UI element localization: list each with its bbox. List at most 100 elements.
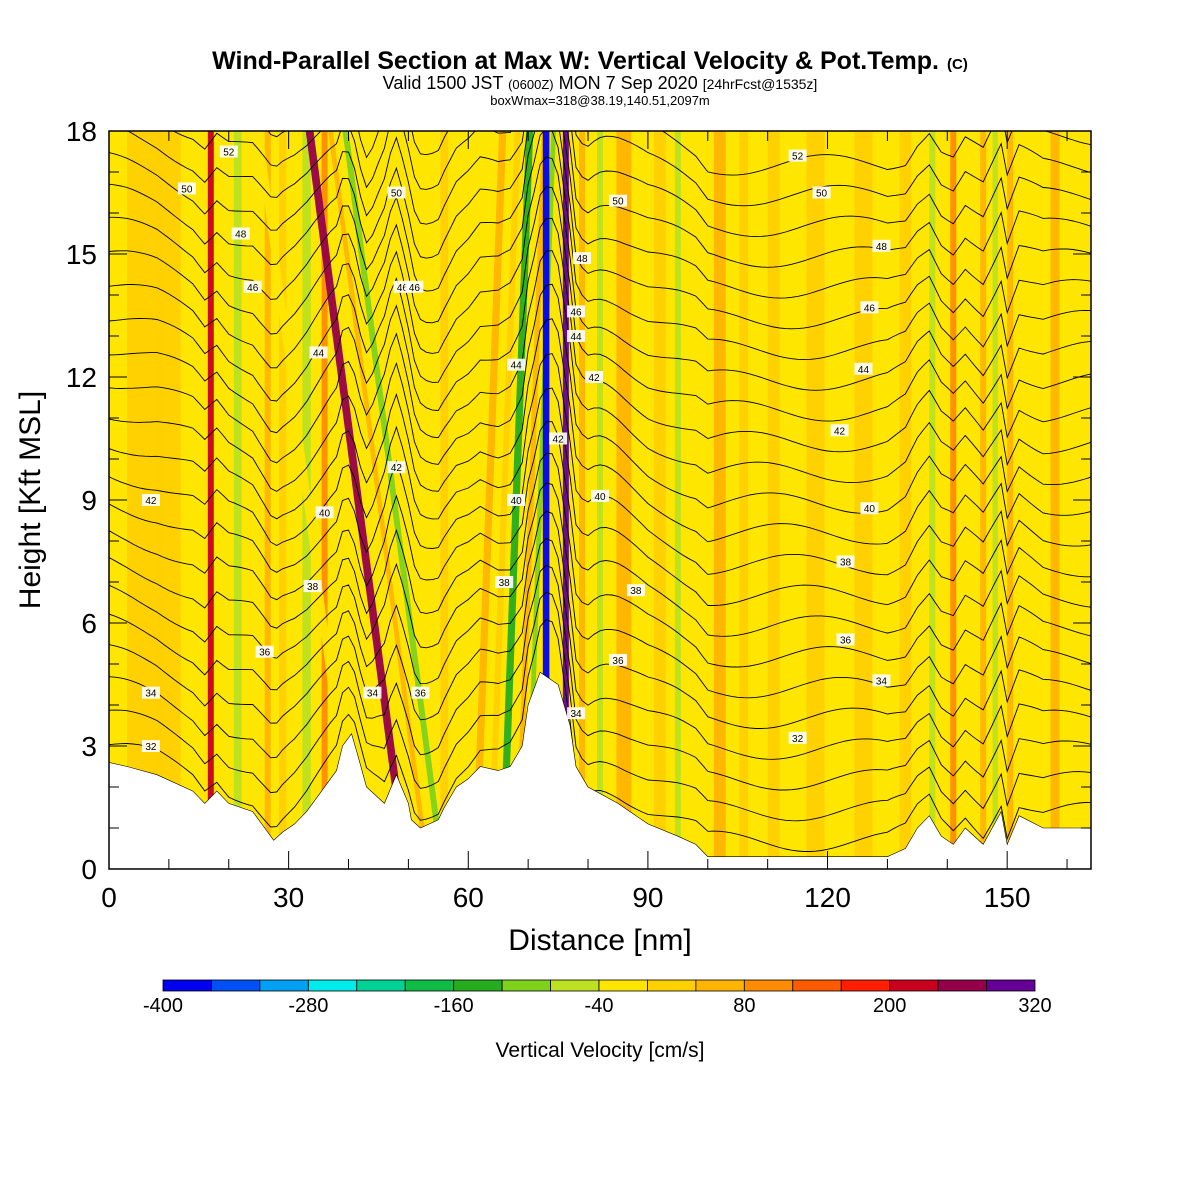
colorbar-swatch [307, 979, 358, 992]
velocity-band [806, 131, 825, 869]
x-tick-label: 120 [804, 882, 851, 913]
contour-label-bg [860, 301, 879, 314]
contour-label: 36 [259, 648, 271, 659]
velocity-band [929, 131, 936, 869]
isentrope-line [109, 619, 1091, 852]
subtitle-forecast: [24hrFcst@1535z] [703, 76, 818, 92]
contour-label: 34 [145, 689, 157, 700]
velocity-band [440, 131, 449, 869]
contour-label: 50 [391, 189, 403, 200]
velocity-band [487, 131, 521, 869]
y-tick-label: 12 [66, 362, 97, 393]
contour-label: 42 [145, 496, 157, 507]
x-tick-label: 30 [273, 882, 304, 913]
contour-label: 38 [630, 586, 642, 597]
velocity-band [713, 131, 726, 869]
contour-label: 48 [876, 242, 888, 253]
isentrope-line [109, 510, 1091, 729]
y-tick-label: 9 [81, 485, 97, 516]
contour-label: 34 [570, 709, 582, 720]
isentrope-line [109, 564, 1091, 791]
contour-label: 46 [570, 307, 582, 318]
isentrope-line [109, 421, 1091, 637]
colorbar-swatch [695, 979, 745, 992]
subtitle-date: MON 7 Sep 2020 [554, 73, 703, 93]
isentrope-line [109, 156, 1091, 391]
x-tick-label: 150 [984, 882, 1031, 913]
colorbar-swatch [501, 979, 551, 992]
contour-label-bg [788, 149, 807, 162]
velocity-band [950, 131, 957, 869]
contour-label: 50 [612, 197, 624, 208]
contour-label: 40 [511, 496, 523, 507]
velocity-band [255, 131, 360, 869]
velocity-band [739, 131, 749, 869]
velocity-band [233, 131, 242, 869]
terrain-mask [109, 671, 1091, 869]
contour-label: 46 [864, 303, 876, 314]
subtitle-valid: Valid 1500 JST [383, 73, 508, 93]
contour-label-bg [141, 686, 160, 699]
contour-label: 34 [367, 689, 379, 700]
contour-label-bg [549, 432, 568, 445]
colorbar-swatch [792, 979, 842, 992]
x-tick-label: 0 [101, 882, 117, 913]
contour-label-bg [836, 555, 855, 568]
colorbar-swatch [937, 979, 987, 992]
y-tick-label: 18 [66, 116, 97, 147]
velocity-band [616, 131, 632, 869]
colorbar-swatch [743, 979, 794, 992]
contour-label-bg [567, 305, 586, 318]
chart-title-suffix: (C) [947, 56, 968, 73]
colorbar-swatch [647, 979, 697, 992]
contour-label-bg [177, 182, 196, 195]
contour-label-bg [387, 186, 406, 199]
isentrope-line [109, 131, 1091, 268]
isentrope-line [109, 318, 1091, 545]
contour-label-bg [854, 362, 873, 375]
isentrope-line [172, 131, 1091, 207]
velocity-band [279, 131, 287, 869]
contour-label-bg [507, 358, 526, 371]
contour-label-bg [567, 707, 586, 720]
contour-label: 40 [594, 492, 606, 503]
contour-label: 42 [553, 435, 565, 446]
velocity-band [1050, 131, 1060, 869]
contour-label-bg [303, 580, 322, 593]
contour-label-bg [141, 494, 160, 506]
contour-label-bg [860, 502, 879, 515]
isentrope-line [109, 387, 1091, 606]
x-tick-label: 60 [453, 882, 484, 913]
contour-label: 48 [235, 230, 247, 241]
contour-label-bg [812, 186, 831, 199]
isentrope-line [109, 452, 1091, 668]
isentrope-line [127, 131, 1091, 238]
contour-label-bg [836, 633, 855, 646]
colorbar-tick-label: 320 [1018, 995, 1051, 1017]
velocity-band [674, 131, 681, 869]
contour-label-bg [387, 461, 406, 474]
contour-label: 32 [792, 734, 804, 745]
contour-label-bg [591, 489, 609, 502]
contour-label-bg [626, 584, 645, 597]
velocity-band [992, 131, 998, 869]
contour-label-bg [315, 506, 334, 519]
velocity-band [321, 131, 328, 869]
isentrope-line [109, 283, 1091, 514]
contour-label-bg [608, 653, 627, 666]
colorbar-swatch [840, 979, 891, 992]
colorbar-tick-label: -40 [585, 995, 614, 1017]
isentrope-line [109, 537, 1091, 760]
colorbar-swatch [453, 979, 503, 992]
chart-title: Wind-Parallel Section at Max W: Vertical… [212, 47, 968, 75]
velocity-band [965, 131, 972, 869]
isentrope-line [109, 186, 1091, 422]
contour-label: 44 [511, 361, 523, 372]
x-axis-label: Distance [nm] [508, 924, 691, 957]
colorbar-tick-label: 80 [733, 995, 755, 1017]
velocity-band [223, 131, 229, 869]
colorbar-tick-label: 200 [873, 995, 906, 1017]
chart-title-main: Wind-Parallel Section at Max W: Vertical… [212, 47, 939, 75]
isentrope-line [109, 591, 1091, 822]
